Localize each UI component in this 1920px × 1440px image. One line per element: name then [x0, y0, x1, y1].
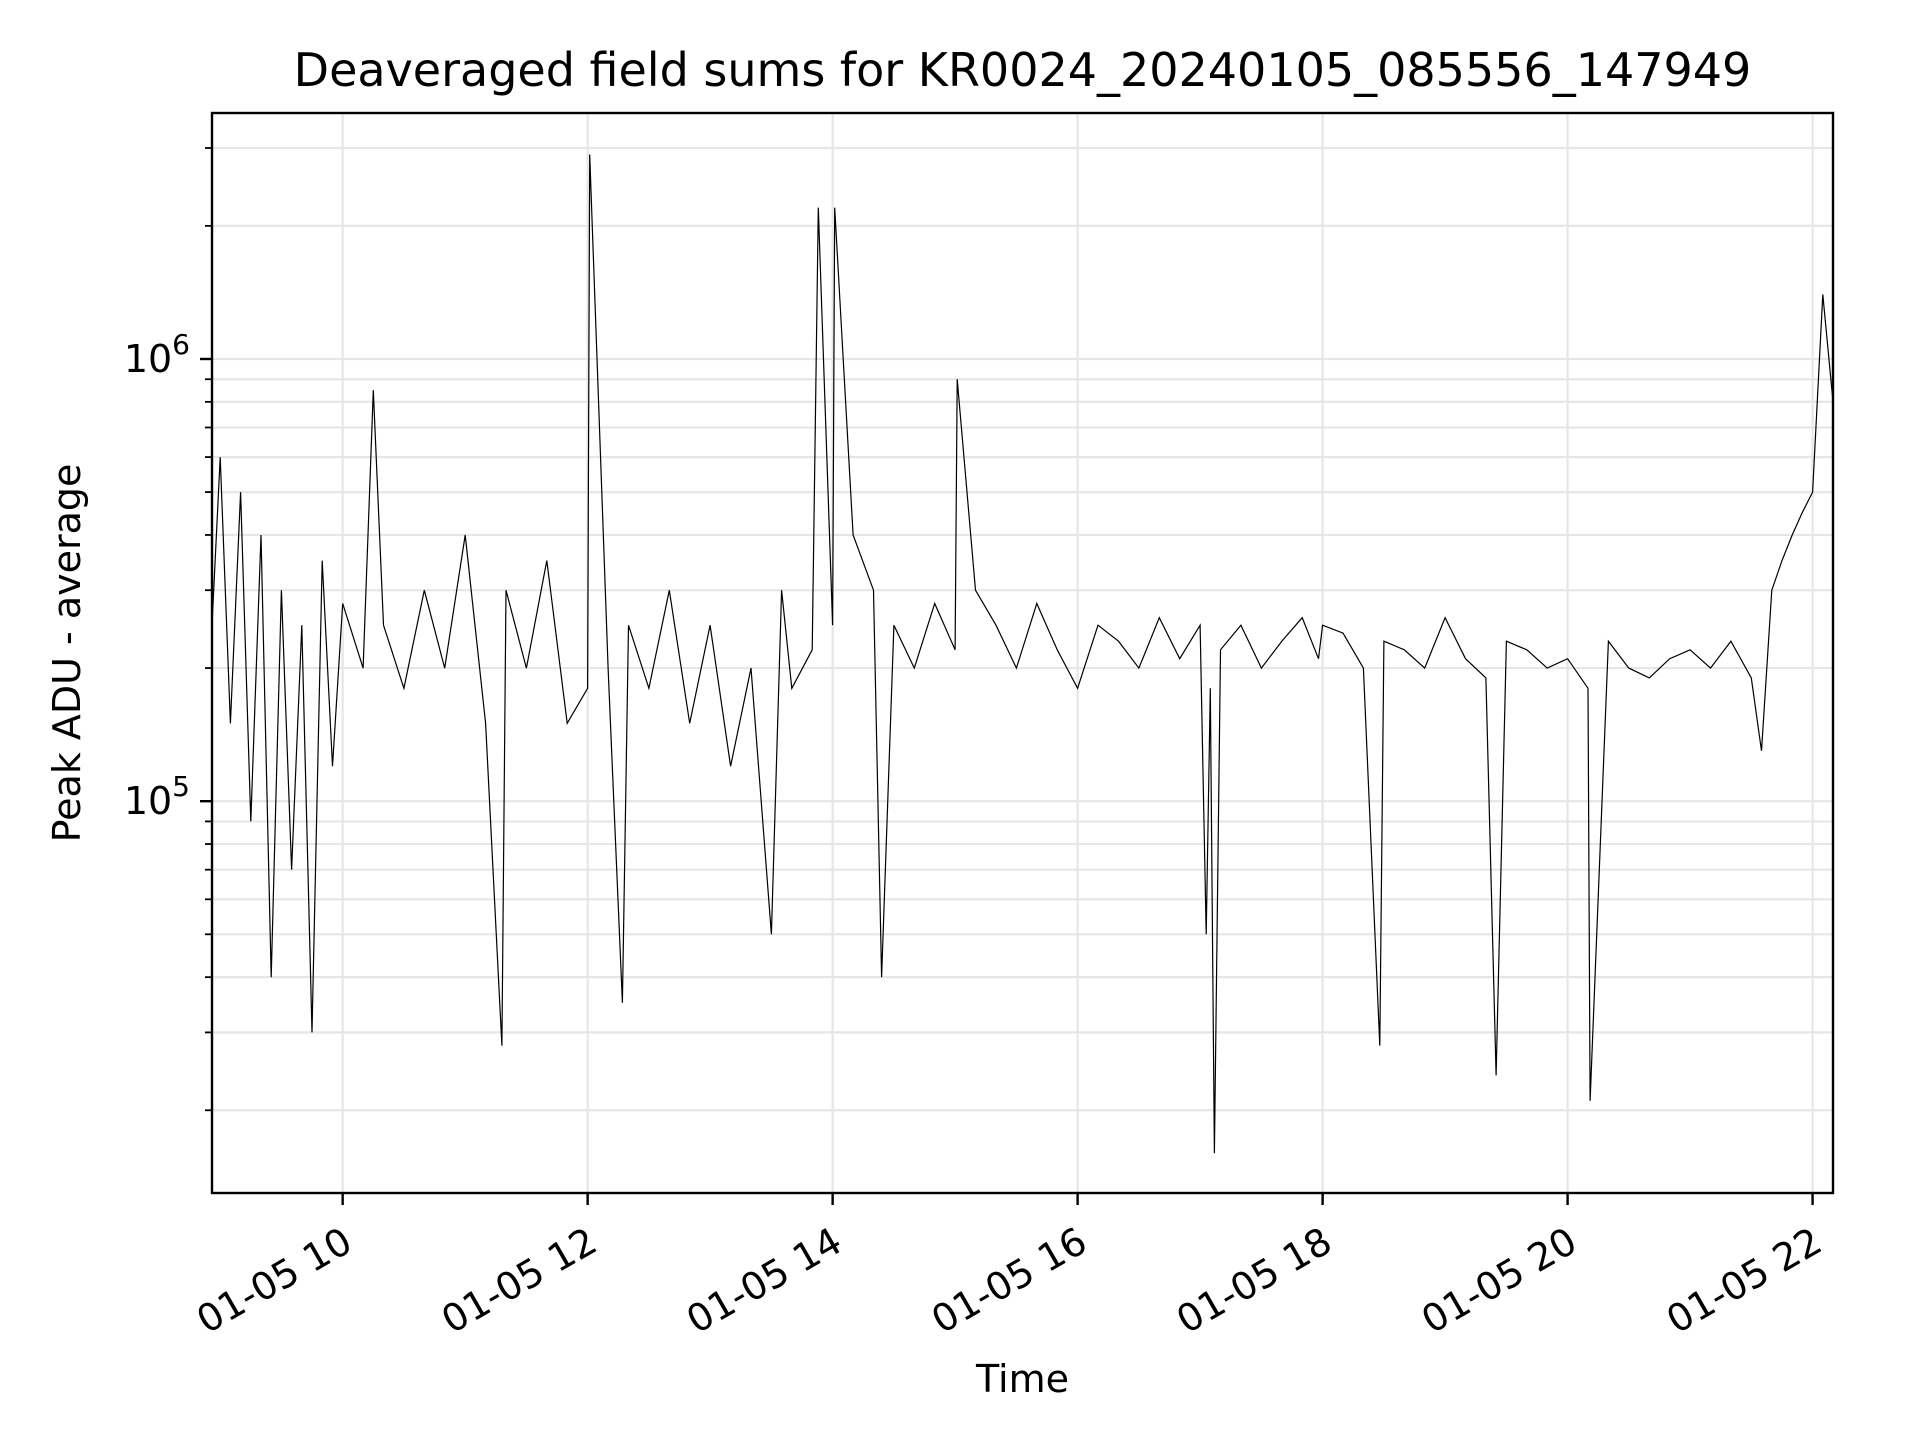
series-line-0 [211, 154, 1834, 1154]
y-tick-label-exponent: 6 [172, 328, 190, 361]
grid-layer [212, 113, 1833, 1193]
y-tick-label: 106 [124, 328, 190, 381]
y-tick-label-base: 10 [124, 779, 172, 823]
y-tick-label: 105 [124, 770, 190, 823]
series-layer [211, 154, 1834, 1154]
x-axis-label: Time [975, 1357, 1069, 1401]
chart-title: Deaveraged field sums for KR0024_2024010… [294, 43, 1752, 97]
plot-frame [210, 111, 1835, 1195]
y-axis-label: Peak ADU - average [45, 464, 89, 843]
y-tick-label-exponent: 5 [172, 770, 190, 803]
y-tick-label-base: 10 [124, 337, 172, 381]
